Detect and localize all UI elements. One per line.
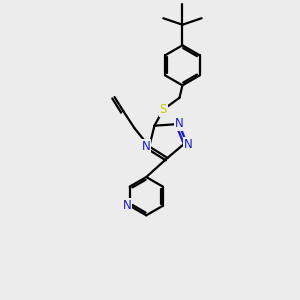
Text: S: S <box>160 103 167 116</box>
Text: N: N <box>123 199 132 212</box>
Text: N: N <box>142 140 151 153</box>
Text: N: N <box>184 138 192 151</box>
Text: N: N <box>175 117 184 130</box>
